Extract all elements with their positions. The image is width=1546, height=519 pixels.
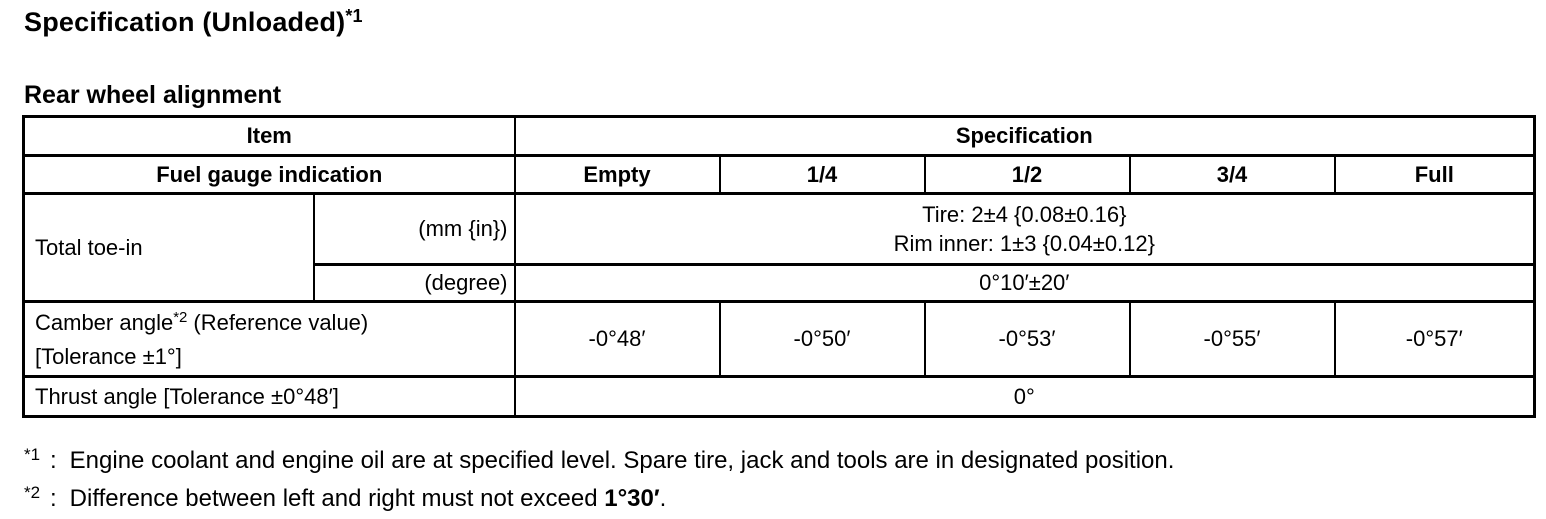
cell-toe-in-degree-unit: (degree) <box>312 263 516 303</box>
footnote-1: *1: Engine coolant and engine oil are at … <box>24 443 1546 481</box>
cell-camber-label: Camber angle*2 (Reference value) [Toleran… <box>22 300 516 378</box>
page-title-text: Specification (Unloaded) <box>24 7 346 37</box>
cell-camber-half: -0°53′ <box>923 300 1131 378</box>
cell-toe-in-mm-value: Tire: 2±4 {0.08±0.16} Rim inner: 1±3 {0.… <box>513 192 1536 266</box>
table-row-camber-angle: Camber angle*2 (Reference value) [Toleran… <box>22 300 1536 378</box>
table-row-fuel-gauge: Fuel gauge indication Empty 1/4 1/2 3/4 … <box>22 154 1536 195</box>
table-row-toe-in-degree: (degree) 0°10′±20′ <box>24 263 1536 303</box>
cell-camber-full: -0°57′ <box>1333 300 1536 378</box>
camber-label-line1: Camber angle*2 (Reference value) <box>35 307 513 341</box>
header-cell-item: Item <box>22 115 516 157</box>
table-row-thrust-angle: Thrust angle [Tolerance ±0°48′] 0° <box>22 375 1536 418</box>
toe-in-rim-value: Rim inner: 1±3 {0.04±0.12} <box>893 231 1155 256</box>
footnote-2-suffix: . <box>659 485 667 512</box>
header-cell-fuel-gauge: Fuel gauge indication <box>22 154 516 195</box>
footnote-2-text: Difference between left and right must n… <box>69 485 605 512</box>
toe-in-tire-value: Tire: 2±4 {0.08±0.16} <box>922 202 1127 227</box>
page-title-footnote-ref: *1 <box>345 6 363 26</box>
header-cell-quarter: 1/4 <box>718 154 926 195</box>
header-cell-half: 1/2 <box>923 154 1131 195</box>
camber-label-suffix: (Reference value) <box>193 309 369 335</box>
rear-wheel-alignment-table: Item Specification Fuel gauge indication… <box>22 115 1537 418</box>
cell-total-toe-in-label: Total toe-in <box>22 192 315 303</box>
table-row-toe-in-mm: Total toe-in (mm {in}) Tire: 2±4 {0.08±0… <box>22 192 1536 303</box>
cell-camber-empty: -0°48′ <box>513 300 721 378</box>
header-cell-empty: Empty <box>513 154 721 195</box>
cell-toe-in-mm-unit: (mm {in}) <box>312 192 516 266</box>
header-cell-full: Full <box>1333 154 1536 195</box>
table-row-header: Item Specification <box>22 115 1536 157</box>
footnote-1-text: Engine coolant and engine oil are at spe… <box>69 447 1175 474</box>
footnote-1-colon: : <box>50 447 57 474</box>
footnote-1-marker: *1 <box>24 445 41 464</box>
footnote-2-colon: : <box>50 485 57 512</box>
section-heading: Rear wheel alignment <box>24 81 282 109</box>
cell-camber-three-quarter: -0°55′ <box>1128 300 1336 378</box>
header-cell-specification: Specification <box>513 115 1536 157</box>
header-cell-three-quarter: 3/4 <box>1128 154 1336 195</box>
camber-label-main: Camber angle <box>35 309 174 335</box>
camber-footnote-ref: *2 <box>173 308 188 326</box>
cell-thrust-angle-value: 0° <box>513 375 1536 418</box>
footnote-2-bold: 1°30′ <box>604 485 660 512</box>
footnotes: *1: Engine coolant and engine oil are at … <box>24 443 1546 519</box>
cell-toe-in-degree-value: 0°10′±20′ <box>513 263 1536 303</box>
camber-label-tolerance: [Tolerance ±1°] <box>35 343 182 369</box>
footnote-2-marker: *2 <box>24 483 41 502</box>
cell-thrust-angle-label: Thrust angle [Tolerance ±0°48′] <box>22 375 516 418</box>
footnote-2: *2: Difference between left and right mus… <box>24 481 1546 519</box>
page-title: Specification (Unloaded)*1 <box>24 6 1546 41</box>
cell-camber-quarter: -0°50′ <box>718 300 926 378</box>
